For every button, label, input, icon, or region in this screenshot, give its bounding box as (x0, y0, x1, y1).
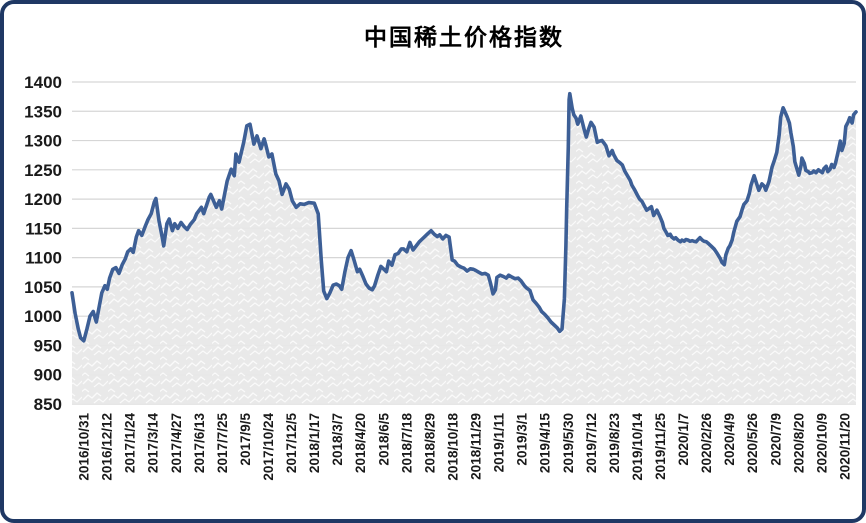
y-tick-label: 1300 (24, 132, 62, 151)
x-tick-label: 2016/12/12 (100, 413, 115, 481)
x-tick-label: 2020/7/9 (768, 413, 783, 466)
x-axis-labels: 2016/10/31 2016/12/12 2017/1/24 2017/3/14 20… (77, 413, 853, 481)
x-tick-label: 2020/8/20 (791, 413, 806, 473)
x-tick-label: 2019/10/14 (630, 413, 645, 481)
x-tick-label: 2017/7/25 (215, 413, 230, 474)
x-tick-label: 2020/4/9 (722, 413, 737, 466)
x-tick-label: 2020/2/26 (699, 413, 714, 474)
x-tick-label: 2018/7/18 (399, 413, 414, 474)
y-tick-label: 850 (34, 395, 62, 414)
x-tick-label: 2019/7/12 (584, 413, 599, 473)
x-tick-label: 2016/10/31 (77, 413, 92, 481)
y-tick-label: 1200 (24, 190, 62, 209)
x-tick-label: 2019/1/11 (492, 413, 507, 473)
x-tick-label: 2020/11/20 (838, 413, 853, 480)
y-tick-label: 1400 (24, 73, 62, 92)
x-tick-label: 2017/12/5 (284, 413, 299, 474)
x-tick-label: 2019/8/23 (607, 413, 622, 474)
x-tick-label: 2017/9/5 (238, 413, 253, 466)
y-tick-label: 1350 (24, 102, 62, 121)
x-tick-label: 2019/4/15 (538, 413, 553, 474)
y-tick-label: 1000 (24, 307, 62, 326)
y-tick-label: 900 (34, 366, 62, 385)
price-index-chart: 850 900 950 1000 1050 1100 1150 1200 1250 1300 135… (24, 73, 858, 481)
series-area (72, 93, 856, 404)
y-tick-label: 1150 (25, 219, 62, 238)
x-tick-label: 2017/10/24 (261, 413, 276, 481)
x-tick-label: 2018/4/20 (353, 413, 368, 473)
x-tick-label: 2018/11/29 (469, 413, 484, 480)
x-tick-label: 2020/10/9 (814, 413, 829, 473)
y-tick-label: 1050 (24, 278, 62, 297)
chart-title: 中国稀土价格指数 (364, 24, 564, 50)
y-axis-labels: 850 900 950 1000 1050 1100 1150 1200 1250 1300 135… (24, 73, 62, 414)
x-tick-label: 2018/6/5 (376, 413, 391, 466)
series-line (70, 91, 858, 343)
x-tick-label: 2018/10/18 (446, 413, 461, 481)
x-tick-label: 2019/5/30 (561, 413, 576, 473)
y-tick-label: 1250 (24, 161, 62, 180)
x-tick-label: 2017/3/14 (146, 413, 161, 474)
x-tick-label: 2017/6/13 (192, 413, 207, 474)
x-tick-label: 2017/1/24 (123, 413, 138, 474)
y-tick-label: 950 (34, 336, 62, 355)
x-tick-label: 2017/4/27 (169, 413, 184, 473)
x-tick-label: 2019/3/1 (515, 413, 530, 466)
y-tick-label: 1100 (25, 249, 62, 268)
x-tick-label: 2018/8/29 (422, 413, 437, 473)
x-tick-label: 2018/3/7 (330, 413, 345, 466)
x-tick-label: 2020/1/7 (676, 413, 691, 466)
x-tick-label: 2018/1/17 (307, 413, 322, 473)
x-tick-label: 2020/5/26 (745, 413, 760, 474)
x-tick-label: 2019/11/25 (653, 413, 668, 480)
